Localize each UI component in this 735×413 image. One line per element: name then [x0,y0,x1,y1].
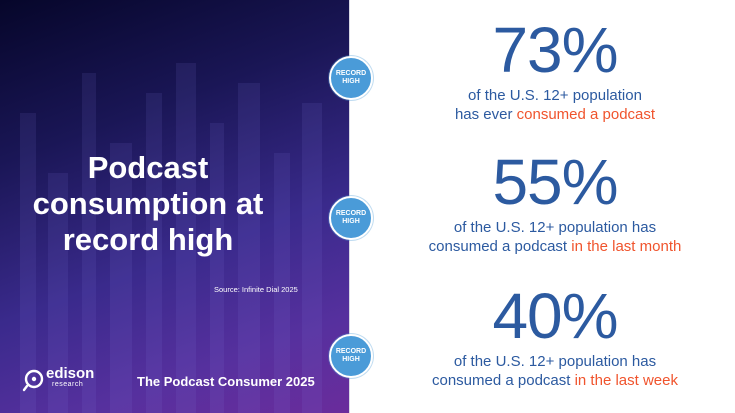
record-high-badge: RECORD HIGH [329,196,373,240]
background-bar [176,63,196,413]
stat-ever-consumed: 73% of the U.S. 12+ population has ever … [400,18,710,124]
record-high-badge: RECORD HIGH [329,56,373,100]
headline-line-1: Podcast [87,150,209,185]
background-bar [110,143,132,413]
background-bar [302,103,322,413]
stat-desc-line-2: has ever [454,106,517,123]
stat-value: 73% [492,14,618,86]
stat-description: of the U.S. 12+ population has consumed … [400,218,710,256]
stat-desc-line-1: of the U.S. 12+ population has [453,353,657,370]
source-note: Source: Infinite Dial 2025 [214,285,298,294]
background-bars [0,0,350,413]
background-bar [210,123,224,413]
stat-last-month: 55% of the U.S. 12+ population has consu… [400,150,710,256]
stat-value: 55% [492,146,618,218]
stat-desc-line-2: consumed a podcast [428,238,572,255]
edison-logo: edison research [22,364,112,396]
stat-desc-line-2: consumed a podcast [432,372,575,389]
background-bar [274,153,290,413]
background-bar [82,73,96,413]
background-bar [48,173,68,413]
stat-desc-line-1: of the U.S. 12+ population [468,87,642,104]
title-panel: Podcast consumption at record high Sourc… [0,0,350,413]
background-bar [146,93,162,413]
background-bar [20,113,36,413]
logo-subtitle: research [52,381,84,388]
footer-title: The Podcast Consumer 2025 [137,374,315,389]
stat-desc-highlight: consumed a podcast [516,106,656,123]
stat-desc-line-1: of the U.S. 12+ population has [453,219,657,236]
headline: Podcast consumption at record high [28,150,268,258]
stat-last-week: 40% of the U.S. 12+ population has consu… [400,284,710,390]
record-high-badge: RECORD HIGH [329,334,373,378]
stat-desc-highlight: in the last month [571,238,682,255]
stat-value: 40% [492,280,618,352]
edison-logo-icon [22,369,44,392]
background-bar [238,83,260,413]
headline-line-3: record high [62,222,234,257]
stat-desc-highlight: in the last week [574,372,678,389]
headline-line-2: consumption at [32,186,264,221]
stat-description: of the U.S. 12+ population has ever cons… [400,86,710,124]
stat-description: of the U.S. 12+ population has consumed … [400,352,710,390]
logo-name: edison [46,365,95,382]
